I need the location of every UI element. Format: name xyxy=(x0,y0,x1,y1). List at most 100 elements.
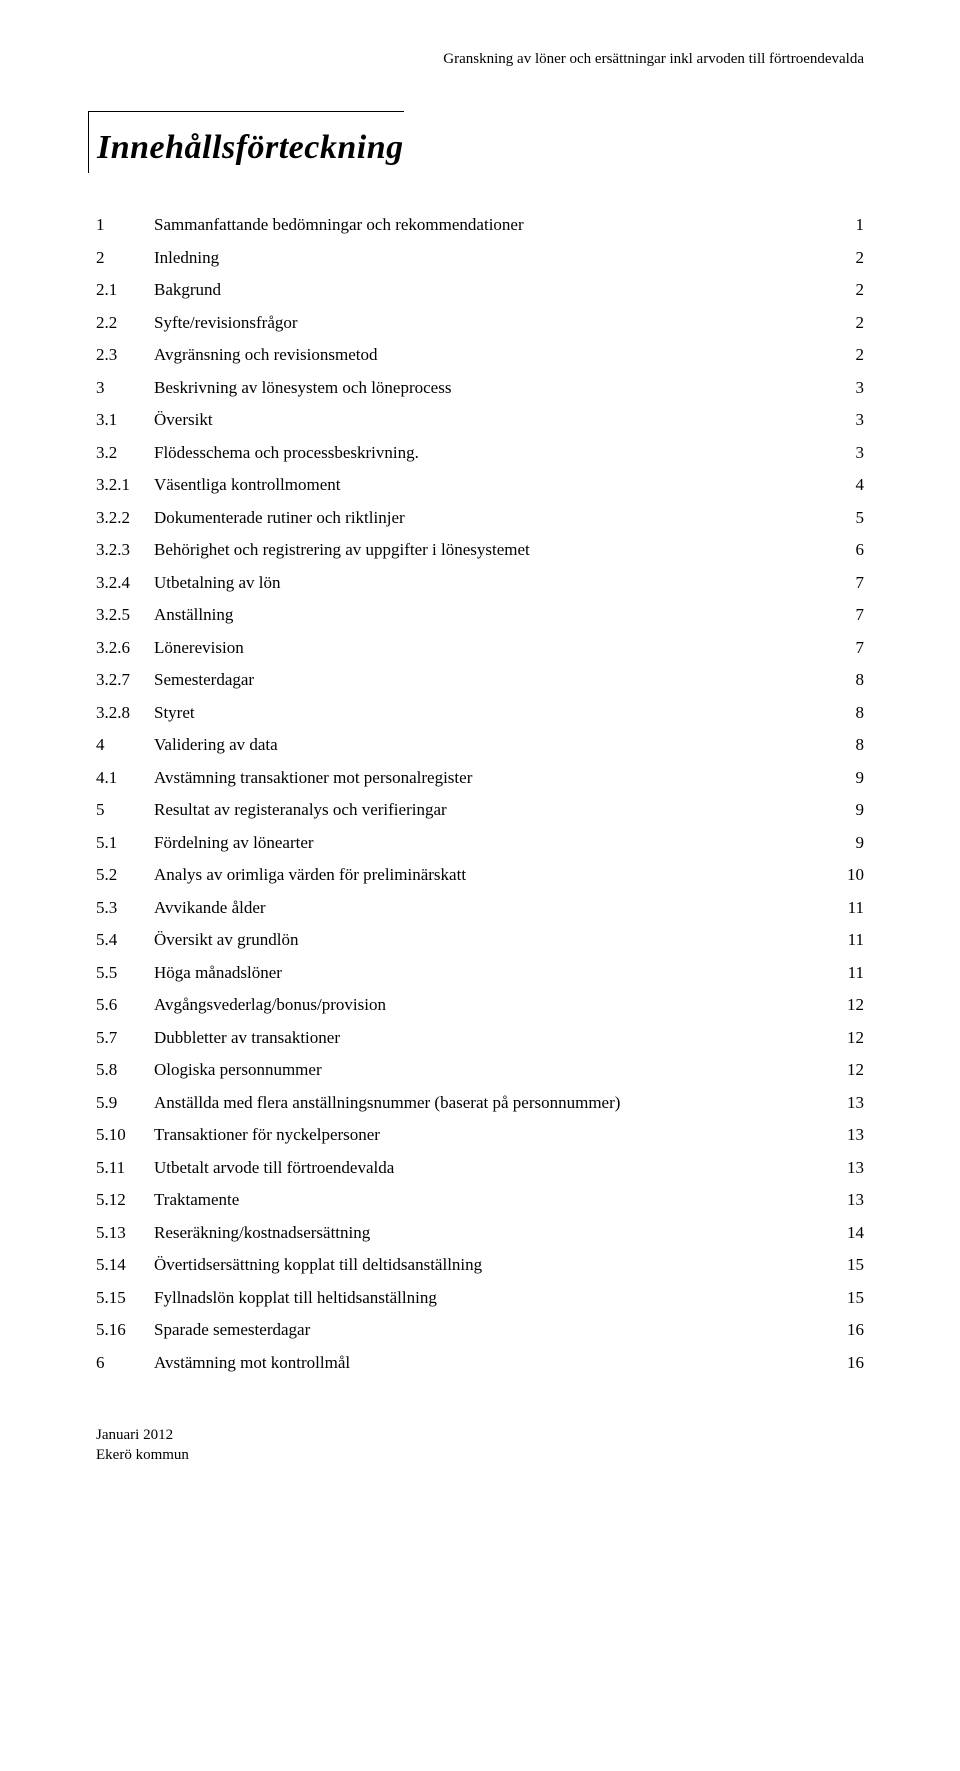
toc-entry-number: 5.10 xyxy=(96,1122,154,1148)
toc-entry[interactable]: 3.2.3Behörighet och registrering av uppg… xyxy=(96,534,864,567)
toc-entry[interactable]: 5.12Traktamente13 xyxy=(96,1184,864,1217)
toc-entry-page: 3 xyxy=(828,440,864,466)
toc-entry-label: Styret xyxy=(154,700,828,726)
toc-entry-number: 5.9 xyxy=(96,1090,154,1116)
toc-entry-label: Semesterdagar xyxy=(154,667,828,693)
toc-entry[interactable]: 5.7Dubbletter av transaktioner12 xyxy=(96,1021,864,1054)
toc-entry-page: 8 xyxy=(828,700,864,726)
toc-entry-label: Ologiska personnummer xyxy=(154,1057,828,1083)
toc-entry[interactable]: 6Avstämning mot kontrollmål16 xyxy=(96,1346,864,1379)
footer-org: Ekerö kommun xyxy=(96,1445,864,1465)
footer-date: Januari 2012 xyxy=(96,1425,864,1445)
toc-entry[interactable]: 3.2.6Lönerevision7 xyxy=(96,631,864,664)
toc-entry[interactable]: 5.1Fördelning av lönearter9 xyxy=(96,826,864,859)
toc-entry[interactable]: 4Validering av data8 xyxy=(96,729,864,762)
toc-entry[interactable]: 5.15Fyllnadslön kopplat till heltidsanst… xyxy=(96,1281,864,1314)
page-title: Innehållsförteckning xyxy=(97,122,404,173)
document-header: Granskning av löner och ersättningar ink… xyxy=(96,48,864,71)
toc-entry-page: 7 xyxy=(828,602,864,628)
title-frame: Innehållsförteckning xyxy=(88,111,404,173)
toc-entry-number: 5.12 xyxy=(96,1187,154,1213)
toc-entry-page: 7 xyxy=(828,635,864,661)
toc-entry-label: Avstämning transaktioner mot personalreg… xyxy=(154,765,828,791)
toc-entry[interactable]: 3.2.5Anställning7 xyxy=(96,599,864,632)
toc-entry-number: 1 xyxy=(96,212,154,238)
toc-entry-page: 13 xyxy=(828,1090,864,1116)
toc-entry[interactable]: 5.4Översikt av grundlön11 xyxy=(96,924,864,957)
toc-entry[interactable]: 5.10Transaktioner för nyckelpersoner13 xyxy=(96,1119,864,1152)
toc-entry-label: Avgångsvederlag/bonus/provision xyxy=(154,992,828,1018)
toc-entry[interactable]: 3Beskrivning av lönesystem och löneproce… xyxy=(96,371,864,404)
toc-entry-label: Sammanfattande bedömningar och rekommend… xyxy=(154,212,828,238)
toc-entry-number: 3.1 xyxy=(96,407,154,433)
toc-entry-page: 2 xyxy=(828,310,864,336)
toc-entry-label: Översikt av grundlön xyxy=(154,927,828,953)
toc-entry[interactable]: 5.11Utbetalt arvode till förtroendevalda… xyxy=(96,1151,864,1184)
toc-entry[interactable]: 3.2.8Styret8 xyxy=(96,696,864,729)
toc-entry[interactable]: 5.16Sparade semesterdagar16 xyxy=(96,1314,864,1347)
toc-entry[interactable]: 3.2.2Dokumenterade rutiner och riktlinje… xyxy=(96,501,864,534)
toc-entry-label: Anställning xyxy=(154,602,828,628)
toc-entry-label: Utbetalt arvode till förtroendevalda xyxy=(154,1155,828,1181)
toc-entry-number: 3.2.5 xyxy=(96,602,154,628)
toc-entry[interactable]: 5.5Höga månadslöner11 xyxy=(96,956,864,989)
toc-entry[interactable]: 3.1Översikt3 xyxy=(96,404,864,437)
toc-entry-number: 3.2.6 xyxy=(96,635,154,661)
toc-entry-page: 16 xyxy=(828,1350,864,1376)
toc-entry-label: Analys av orimliga värden för preliminär… xyxy=(154,862,828,888)
toc-entry-label: Syfte/revisionsfrågor xyxy=(154,310,828,336)
toc-entry[interactable]: 5.13Reseräkning/kostnadsersättning14 xyxy=(96,1216,864,1249)
toc-entry-page: 8 xyxy=(828,667,864,693)
toc-entry-page: 14 xyxy=(828,1220,864,1246)
toc-entry[interactable]: 5Resultat av registeranalys och verifier… xyxy=(96,794,864,827)
toc-entry-label: Fördelning av lönearter xyxy=(154,830,828,856)
toc-entry[interactable]: 2.1Bakgrund2 xyxy=(96,274,864,307)
toc-entry-page: 11 xyxy=(828,927,864,953)
toc-entry[interactable]: 5.6Avgångsvederlag/bonus/provision12 xyxy=(96,989,864,1022)
toc-entry-number: 5.13 xyxy=(96,1220,154,1246)
toc-entry-label: Höga månadslöner xyxy=(154,960,828,986)
toc-entry-page: 12 xyxy=(828,1057,864,1083)
toc-entry[interactable]: 2Inledning2 xyxy=(96,241,864,274)
toc-entry[interactable]: 4.1Avstämning transaktioner mot personal… xyxy=(96,761,864,794)
toc-entry-label: Väsentliga kontrollmoment xyxy=(154,472,828,498)
toc-entry-number: 5.16 xyxy=(96,1317,154,1343)
toc-entry-label: Traktamente xyxy=(154,1187,828,1213)
toc-entry-page: 13 xyxy=(828,1122,864,1148)
toc-entry-page: 2 xyxy=(828,342,864,368)
toc-entry-page: 12 xyxy=(828,1025,864,1051)
toc-entry[interactable]: 3.2Flödesschema och processbeskrivning.3 xyxy=(96,436,864,469)
toc-entry-page: 15 xyxy=(828,1252,864,1278)
toc-entry-label: Översikt xyxy=(154,407,828,433)
toc-entry-page: 9 xyxy=(828,765,864,791)
toc-entry[interactable]: 3.2.7Semesterdagar8 xyxy=(96,664,864,697)
toc-entry-number: 3.2 xyxy=(96,440,154,466)
toc-entry-number: 4 xyxy=(96,732,154,758)
toc-entry-page: 11 xyxy=(828,895,864,921)
toc-entry[interactable]: 5.3Avvikande ålder11 xyxy=(96,891,864,924)
toc-entry[interactable]: 5.9Anställda med flera anställningsnumme… xyxy=(96,1086,864,1119)
toc-entry-number: 5.7 xyxy=(96,1025,154,1051)
toc-entry-number: 2.1 xyxy=(96,277,154,303)
toc-entry-label: Transaktioner för nyckelpersoner xyxy=(154,1122,828,1148)
toc-entry[interactable]: 1Sammanfattande bedömningar och rekommen… xyxy=(96,209,864,242)
toc-entry-label: Dokumenterade rutiner och riktlinjer xyxy=(154,505,828,531)
toc-entry-number: 5.4 xyxy=(96,927,154,953)
toc-entry[interactable]: 2.2Syfte/revisionsfrågor2 xyxy=(96,306,864,339)
toc-entry-number: 3.2.4 xyxy=(96,570,154,596)
toc-entry-label: Fyllnadslön kopplat till heltidsanställn… xyxy=(154,1285,828,1311)
toc-entry[interactable]: 3.2.4Utbetalning av lön7 xyxy=(96,566,864,599)
toc-entry-page: 6 xyxy=(828,537,864,563)
toc-entry[interactable]: 5.2Analys av orimliga värden för prelimi… xyxy=(96,859,864,892)
toc-entry-label: Validering av data xyxy=(154,732,828,758)
toc-entry[interactable]: 3.2.1Väsentliga kontrollmoment4 xyxy=(96,469,864,502)
toc-entry-page: 2 xyxy=(828,245,864,271)
toc-entry-number: 5.14 xyxy=(96,1252,154,1278)
toc-entry[interactable]: 5.8Ologiska personnummer12 xyxy=(96,1054,864,1087)
toc-entry-label: Flödesschema och processbeskrivning. xyxy=(154,440,828,466)
toc-entry-number: 5.5 xyxy=(96,960,154,986)
toc-entry[interactable]: 5.14Övertidsersättning kopplat till delt… xyxy=(96,1249,864,1282)
toc-entry-label: Utbetalning av lön xyxy=(154,570,828,596)
toc-entry-label: Avgränsning och revisionsmetod xyxy=(154,342,828,368)
toc-entry[interactable]: 2.3Avgränsning och revisionsmetod2 xyxy=(96,339,864,372)
